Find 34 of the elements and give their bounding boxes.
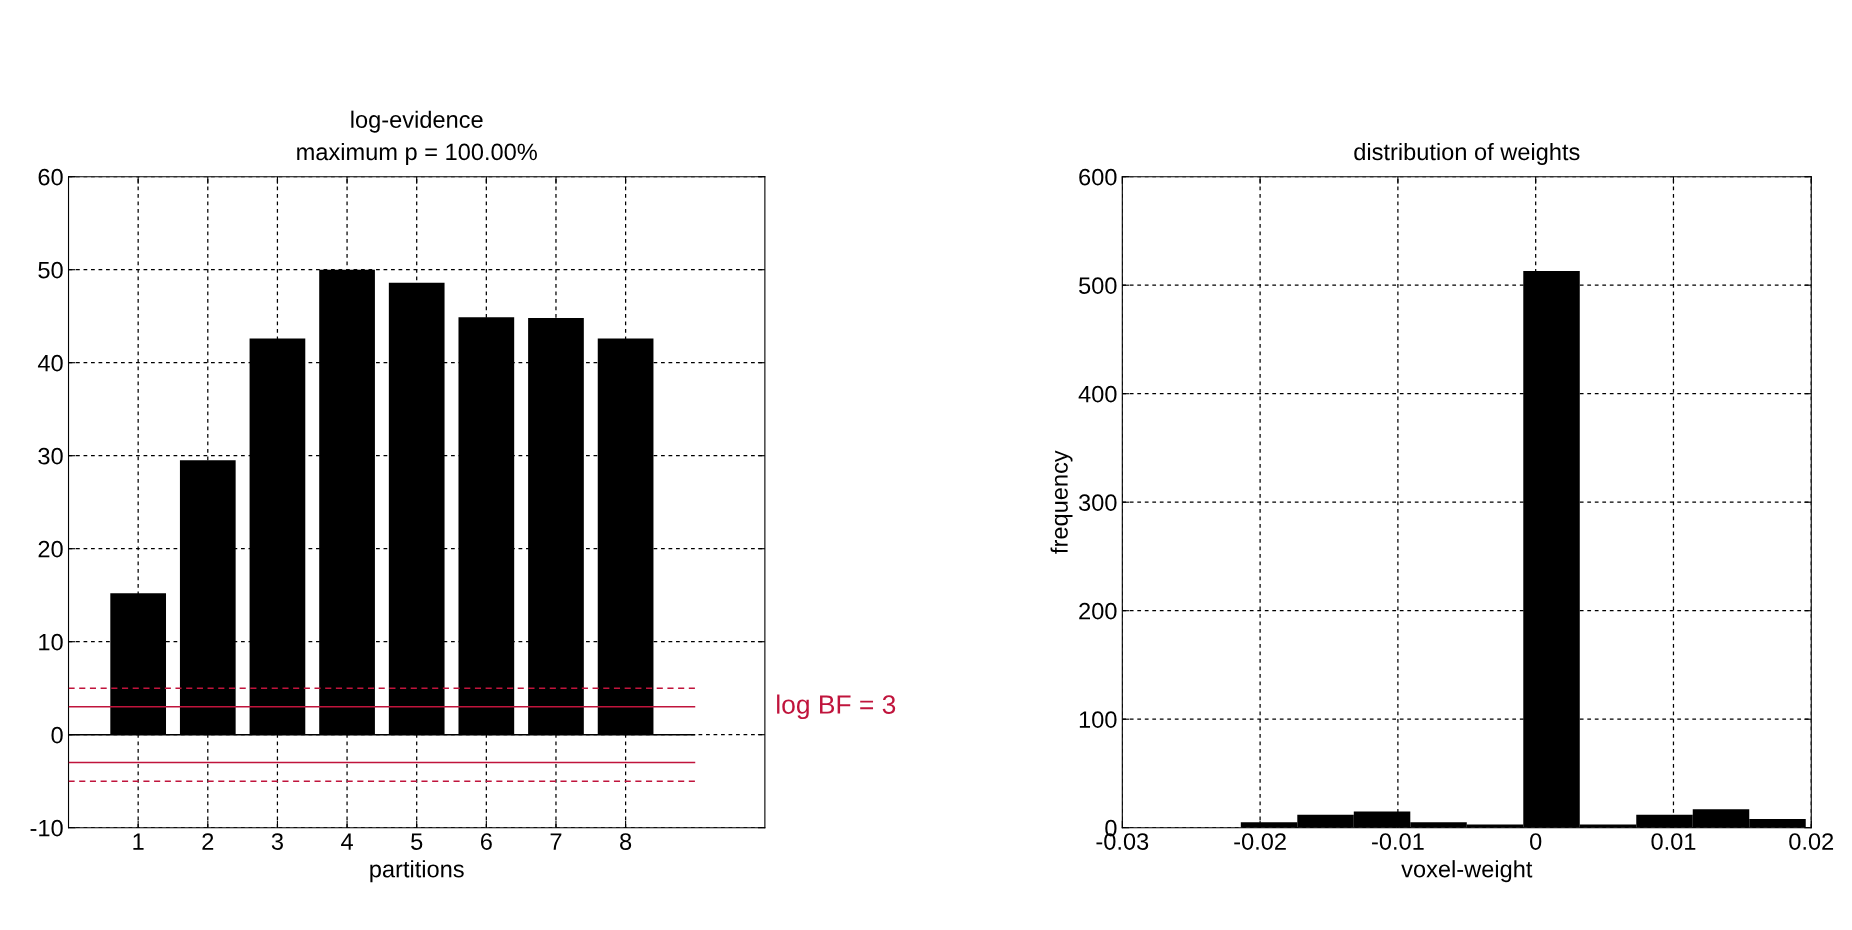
chart-title: log-evidence [351,110,483,133]
y-tick-label: -10 [30,819,63,837]
x-tick-label: -0.02 [1234,833,1286,850]
x-tick-label: 0.01 [1651,833,1696,850]
y-axis-title: frequency [1050,450,1073,554]
y-tick-label: 400 [1078,385,1117,403]
x-tick-label: 1 [133,833,144,850]
x-tick-label: -0.01 [1372,833,1424,850]
x-tick-label: 8 [620,833,632,850]
y-tick-label: 20 [38,540,63,558]
x-axis-title: partitions [370,860,464,883]
x-tick-label: 3 [271,833,283,850]
y-tick-label: 500 [1079,277,1117,294]
x-tick-label: 0.02 [1789,833,1834,850]
x-tick-label: 5 [411,833,423,850]
y-tick-label: 100 [1079,711,1117,728]
x-tick-label: 2 [202,833,214,850]
x-tick-label: 4 [341,833,353,850]
x-tick-label: 7 [550,833,562,850]
y-tick-label: 200 [1079,602,1117,620]
y-tick-label: 10 [39,633,63,651]
y-tick-label: 50 [38,261,63,279]
y-tick-label: 60 [38,168,63,186]
y-tick-label: 600 [1079,168,1117,186]
chart-subtitle: maximum p = 100.00% [297,142,537,165]
y-tick-label: 30 [38,447,63,465]
ref-line-label: log BF = 3 [777,694,896,720]
x-axis-title: voxel-weight [1401,860,1533,883]
chart-title: distribution of weights [1354,142,1580,165]
y-tick-label: 0 [51,726,63,744]
x-tick-label: 6 [480,833,492,850]
y-tick-label: 300 [1078,494,1117,511]
y-tick-label: 40 [37,354,63,372]
x-tick-label: 0 [1530,833,1542,850]
